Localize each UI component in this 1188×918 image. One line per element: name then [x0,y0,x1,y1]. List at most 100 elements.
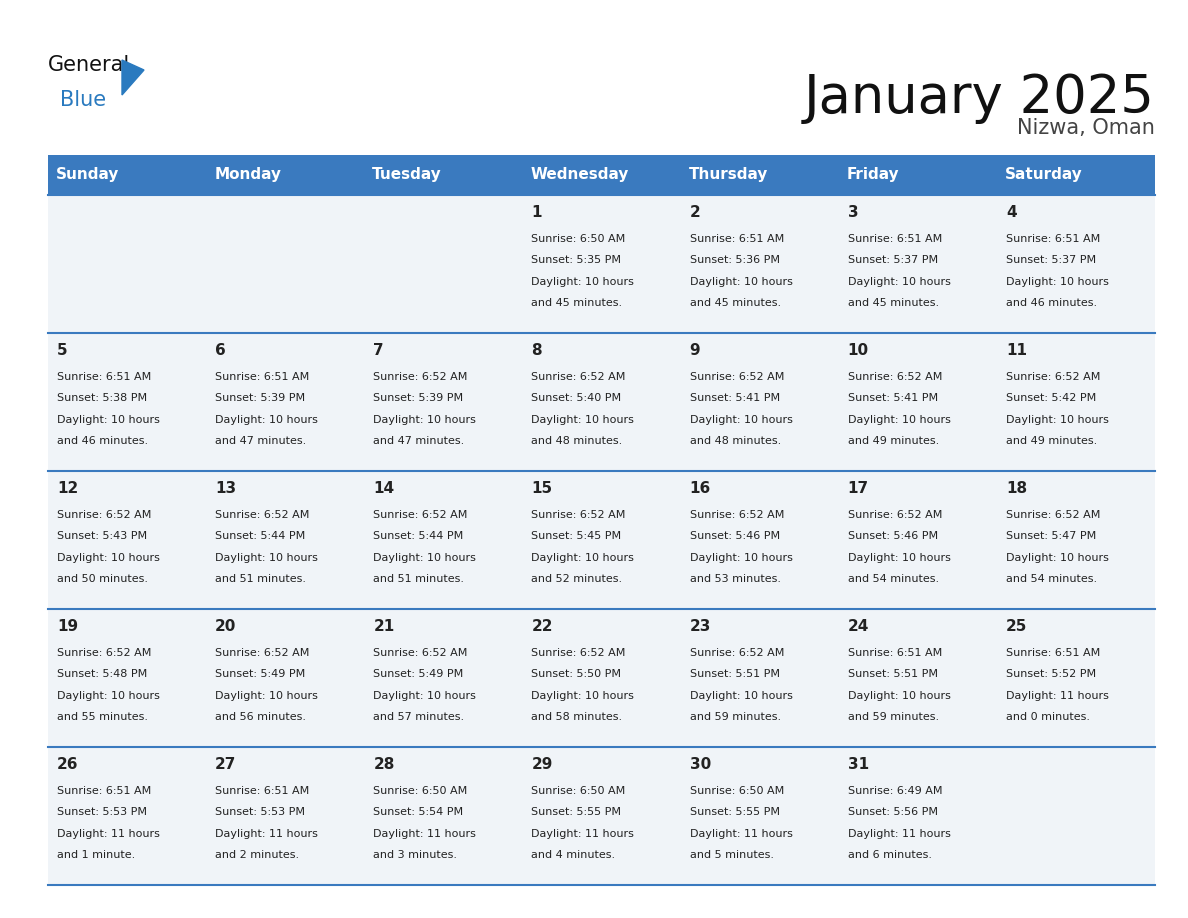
Bar [997,747,1155,885]
Text: Sunset: 5:41 PM: Sunset: 5:41 PM [848,393,937,403]
Text: and 49 minutes.: and 49 minutes. [848,436,939,446]
Text: Sunrise: 6:52 AM: Sunrise: 6:52 AM [531,372,626,382]
Text: Daylight: 10 hours: Daylight: 10 hours [1006,553,1108,563]
Text: 22: 22 [531,619,552,634]
Text: Wednesday: Wednesday [530,167,628,183]
Text: 5: 5 [57,343,68,358]
Text: Daylight: 10 hours: Daylight: 10 hours [531,415,634,425]
Text: Daylight: 10 hours: Daylight: 10 hours [689,415,792,425]
Text: Sunset: 5:46 PM: Sunset: 5:46 PM [848,532,937,542]
Text: 30: 30 [689,757,710,772]
Text: Sunrise: 6:52 AM: Sunrise: 6:52 AM [57,648,151,658]
Text: Sunrise: 6:51 AM: Sunrise: 6:51 AM [57,372,151,382]
Text: Daylight: 10 hours: Daylight: 10 hours [57,553,160,563]
Bar [48,155,207,195]
Text: Daylight: 11 hours: Daylight: 11 hours [689,829,792,839]
Text: 24: 24 [848,619,870,634]
Bar [48,609,207,747]
Bar [839,609,997,747]
Text: 17: 17 [848,481,868,496]
Text: Daylight: 10 hours: Daylight: 10 hours [689,553,792,563]
Text: and 49 minutes.: and 49 minutes. [1006,436,1097,446]
Text: Sunrise: 6:52 AM: Sunrise: 6:52 AM [689,509,784,520]
Text: Sunset: 5:54 PM: Sunset: 5:54 PM [373,807,463,817]
Text: Sunset: 5:36 PM: Sunset: 5:36 PM [689,255,779,265]
Text: Sunset: 5:37 PM: Sunset: 5:37 PM [1006,255,1097,265]
Text: Daylight: 10 hours: Daylight: 10 hours [215,690,318,700]
Bar [681,609,839,747]
Text: Sunrise: 6:52 AM: Sunrise: 6:52 AM [848,509,942,520]
Text: 18: 18 [1006,481,1026,496]
Polygon shape [122,60,144,95]
Text: Sunset: 5:50 PM: Sunset: 5:50 PM [531,669,621,679]
Text: Sunset: 5:55 PM: Sunset: 5:55 PM [689,807,779,817]
Text: Daylight: 11 hours: Daylight: 11 hours [1006,690,1108,700]
Text: Sunset: 5:56 PM: Sunset: 5:56 PM [848,807,937,817]
Text: Sunset: 5:51 PM: Sunset: 5:51 PM [848,669,937,679]
Text: Daylight: 11 hours: Daylight: 11 hours [531,829,634,839]
Bar [839,471,997,609]
Text: 25: 25 [1006,619,1028,634]
Bar [839,155,997,195]
Bar [523,333,681,471]
Text: Sunset: 5:43 PM: Sunset: 5:43 PM [57,532,147,542]
Text: and 59 minutes.: and 59 minutes. [848,712,939,722]
Bar [839,195,997,333]
Text: General: General [48,55,131,75]
Text: Sunrise: 6:52 AM: Sunrise: 6:52 AM [373,648,468,658]
Text: Daylight: 11 hours: Daylight: 11 hours [848,829,950,839]
Bar [365,747,523,885]
Text: Sunset: 5:42 PM: Sunset: 5:42 PM [1006,393,1097,403]
Text: and 47 minutes.: and 47 minutes. [215,436,307,446]
Text: Sunset: 5:46 PM: Sunset: 5:46 PM [689,532,779,542]
Text: Sunrise: 6:52 AM: Sunrise: 6:52 AM [689,648,784,658]
Text: Daylight: 10 hours: Daylight: 10 hours [689,690,792,700]
Text: Sunrise: 6:52 AM: Sunrise: 6:52 AM [57,509,151,520]
Bar [48,195,207,333]
Text: Sunset: 5:48 PM: Sunset: 5:48 PM [57,669,147,679]
Text: Sunrise: 6:51 AM: Sunrise: 6:51 AM [848,234,942,244]
Text: 29: 29 [531,757,552,772]
Text: and 51 minutes.: and 51 minutes. [215,574,307,584]
Text: Sunset: 5:39 PM: Sunset: 5:39 PM [215,393,305,403]
Text: Daylight: 10 hours: Daylight: 10 hours [373,415,476,425]
Text: 11: 11 [1006,343,1026,358]
Text: Sunset: 5:40 PM: Sunset: 5:40 PM [531,393,621,403]
Text: and 45 minutes.: and 45 minutes. [531,298,623,308]
Bar [839,333,997,471]
Text: Daylight: 10 hours: Daylight: 10 hours [57,415,160,425]
Text: Sunset: 5:41 PM: Sunset: 5:41 PM [689,393,779,403]
Bar [48,471,207,609]
Text: 28: 28 [373,757,394,772]
Text: and 46 minutes.: and 46 minutes. [1006,298,1097,308]
Bar [523,195,681,333]
Text: Sunrise: 6:52 AM: Sunrise: 6:52 AM [373,372,468,382]
Text: Sunrise: 6:52 AM: Sunrise: 6:52 AM [215,648,310,658]
Bar [365,333,523,471]
Text: Sunrise: 6:50 AM: Sunrise: 6:50 AM [373,786,468,796]
Text: Sunrise: 6:51 AM: Sunrise: 6:51 AM [57,786,151,796]
Text: 15: 15 [531,481,552,496]
Text: 9: 9 [689,343,700,358]
Bar [681,195,839,333]
Text: 27: 27 [215,757,236,772]
Text: and 56 minutes.: and 56 minutes. [215,712,307,722]
Text: Daylight: 10 hours: Daylight: 10 hours [1006,276,1108,286]
Text: Sunset: 5:45 PM: Sunset: 5:45 PM [531,532,621,542]
Text: Sunset: 5:44 PM: Sunset: 5:44 PM [373,532,463,542]
Text: and 57 minutes.: and 57 minutes. [373,712,465,722]
Text: and 1 minute.: and 1 minute. [57,850,135,860]
Text: Sunset: 5:44 PM: Sunset: 5:44 PM [215,532,305,542]
Text: 2: 2 [689,205,700,220]
Bar [681,471,839,609]
Text: and 54 minutes.: and 54 minutes. [1006,574,1097,584]
Text: Sunrise: 6:50 AM: Sunrise: 6:50 AM [531,786,626,796]
Bar [523,747,681,885]
Text: and 52 minutes.: and 52 minutes. [531,574,623,584]
Text: Sunrise: 6:52 AM: Sunrise: 6:52 AM [215,509,310,520]
Text: Sunrise: 6:51 AM: Sunrise: 6:51 AM [689,234,784,244]
Text: Thursday: Thursday [689,167,767,183]
Text: 19: 19 [57,619,78,634]
Text: and 5 minutes.: and 5 minutes. [689,850,773,860]
Text: January 2025: January 2025 [804,72,1155,124]
